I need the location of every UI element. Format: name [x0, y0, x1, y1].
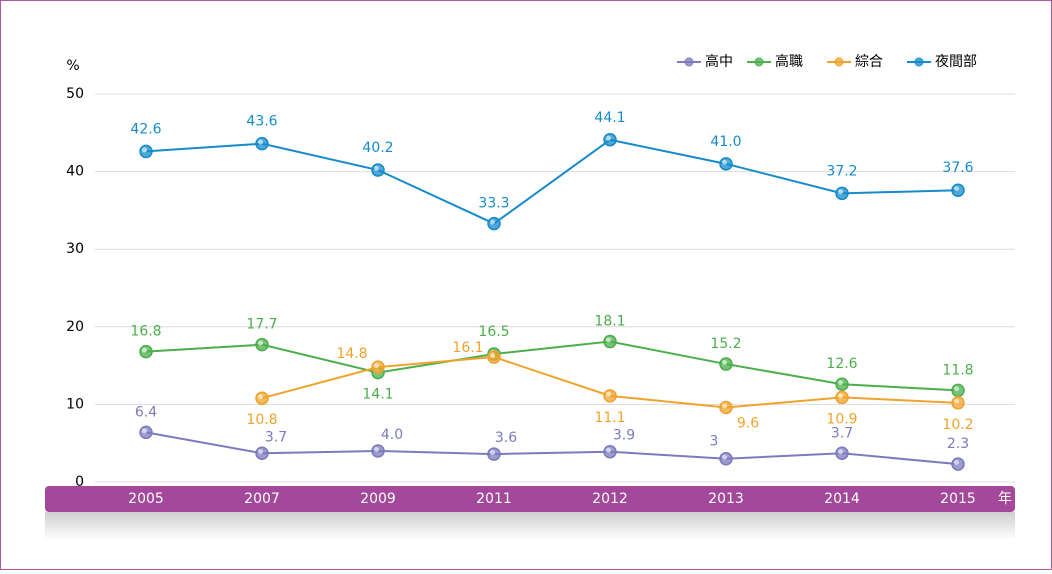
data-label: 42.6 [130, 121, 161, 137]
x-tick-label: 2015 [940, 491, 976, 507]
x-tick-label: 2009 [360, 491, 396, 507]
point-highlight [722, 159, 727, 165]
x-tick-label: 2013 [708, 491, 744, 507]
data-label: 3 [710, 434, 719, 450]
data-label: 37.2 [826, 163, 857, 179]
point-highlight [722, 360, 727, 366]
data-label: 10.9 [826, 411, 857, 427]
legend-label: 綜合 [855, 54, 883, 70]
point-highlight [490, 450, 495, 456]
point-highlight [374, 363, 379, 369]
data-label: 2.3 [947, 436, 969, 452]
point-highlight [490, 353, 495, 359]
point-highlight [722, 454, 727, 460]
x-tick-label: 2012 [592, 491, 628, 507]
y-tick-label: 10 [66, 396, 84, 412]
data-label: 40.2 [362, 140, 393, 156]
data-label: 3.6 [495, 430, 517, 446]
point-highlight [606, 447, 611, 453]
y-axis-label: % [66, 58, 79, 74]
point-highlight [142, 147, 147, 153]
data-label: 14.1 [362, 387, 393, 403]
legend-marker [754, 57, 764, 67]
legend-label: 夜間部 [935, 54, 977, 70]
point-highlight [954, 398, 959, 404]
y-tick-label: 0 [75, 474, 84, 490]
data-label: 41.0 [710, 134, 741, 150]
data-label: 4.0 [381, 427, 403, 443]
x-tick-label: 2014 [824, 491, 860, 507]
legend-marker [834, 57, 844, 67]
data-label: 16.8 [130, 324, 161, 340]
data-label: 3.7 [265, 429, 287, 445]
point-highlight [142, 428, 147, 434]
data-label: 6.4 [135, 404, 157, 420]
legend-marker [914, 57, 924, 67]
point-highlight [606, 391, 611, 397]
point-highlight [258, 394, 263, 400]
point-highlight [490, 219, 495, 225]
data-label: 43.6 [246, 114, 277, 130]
point-highlight [838, 393, 843, 399]
band-shadow [45, 512, 1015, 540]
data-label: 11.1 [594, 410, 625, 426]
data-label: 16.5 [478, 324, 509, 340]
x-tick-label: 2007 [244, 491, 280, 507]
y-tick-label: 50 [66, 86, 84, 102]
point-highlight [142, 347, 147, 353]
data-label: 44.1 [594, 110, 625, 126]
data-label: 16.1 [452, 340, 483, 356]
point-highlight [838, 449, 843, 455]
point-highlight [954, 460, 959, 466]
point-highlight [606, 337, 611, 343]
y-tick-label: 20 [66, 319, 84, 335]
data-label: 3.7 [831, 425, 853, 441]
point-highlight [838, 189, 843, 195]
point-highlight [258, 139, 263, 145]
point-highlight [374, 166, 379, 172]
legend-label: 高中 [705, 53, 733, 70]
data-label: 10.2 [942, 417, 973, 433]
point-highlight [838, 380, 843, 386]
legend-marker [684, 57, 694, 67]
data-label: 17.7 [246, 317, 277, 333]
data-label: 3.9 [613, 428, 635, 444]
data-label: 12.6 [826, 356, 857, 372]
x-tick-label: 2011 [476, 491, 512, 507]
y-tick-label: 30 [66, 241, 84, 257]
point-highlight [722, 403, 727, 409]
point-highlight [606, 135, 611, 141]
y-tick-label: 40 [66, 164, 84, 180]
point-highlight [258, 449, 263, 455]
data-label: 15.2 [710, 336, 741, 352]
point-highlight [954, 186, 959, 192]
point-highlight [954, 386, 959, 392]
data-label: 33.3 [478, 196, 509, 212]
point-highlight [374, 446, 379, 452]
data-label: 9.6 [737, 416, 759, 432]
data-label: 11.8 [942, 362, 973, 378]
x-band [45, 486, 1015, 512]
data-label: 18.1 [594, 314, 625, 330]
series-line [145, 138, 959, 225]
legend-label: 高職 [775, 53, 803, 70]
data-label: 14.8 [336, 346, 367, 362]
series-line [145, 340, 959, 392]
x-unit: 年 [998, 491, 1012, 507]
x-tick-label: 2005 [128, 491, 164, 507]
data-label: 37.6 [942, 160, 973, 176]
series-line [145, 431, 959, 466]
data-label: 10.8 [246, 412, 277, 428]
point-highlight [258, 340, 263, 346]
